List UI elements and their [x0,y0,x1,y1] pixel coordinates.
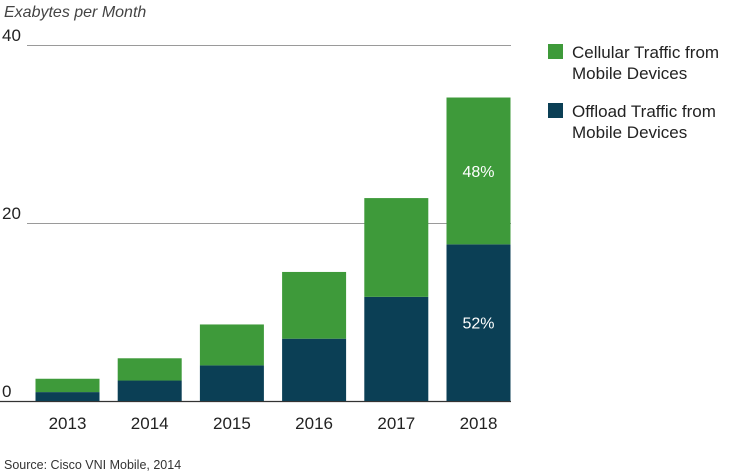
legend-swatch-offload-traffic-from-mobile-devices [548,103,563,118]
gridlines [0,45,511,403]
bar-2017-cellular-traffic-from-mobile-devices [364,198,429,297]
legend-label-offload-traffic-from-mobile-devices-line-1: Offload Traffic from [572,102,716,121]
bar-2015-cellular-traffic-from-mobile-devices [199,324,264,366]
y-tick-40: 40 [2,26,21,45]
x-tick-2017: 2017 [377,414,415,433]
bar-2014-cellular-traffic-from-mobile-devices [117,358,182,381]
legend-label-cellular-traffic-from-mobile-devices-line-2: Mobile Devices [572,64,687,83]
x-tick-2015: 2015 [213,414,251,433]
bar-annotations: 48% 52% [462,164,494,333]
bar-2018-offload-traffic-from-mobile-devices [446,244,511,401]
bar-2016-cellular-traffic-from-mobile-devices [282,271,347,339]
bar-2013-cellular-traffic-from-mobile-devices [35,378,100,393]
bar-2014-offload-traffic-from-mobile-devices [117,380,182,401]
source-note: Source: Cisco VNI Mobile, 2014 [4,458,181,472]
x-tick-2016: 2016 [295,414,333,433]
x-tick-2014: 2014 [131,414,169,433]
legend-label-cellular-traffic-from-mobile-devices-line-1: Cellular Traffic from [572,43,719,62]
y-tick-0: 0 [2,382,11,401]
bars [35,97,511,401]
x-tick-2018: 2018 [460,414,498,433]
legend-label-offload-traffic-from-mobile-devices-line-2: Mobile Devices [572,123,687,142]
y-axis-label: Exabytes per Month [4,4,146,21]
annotation-2018-offload-traffic-from-mobile-devices: 52% [462,316,494,333]
bar-2015-offload-traffic-from-mobile-devices [199,365,264,401]
x-axis-ticks: 2013 2014 2015 2016 2017 2018 [49,414,498,433]
y-axis-ticks: 0 20 40 [2,26,21,401]
legend-swatch-cellular-traffic-from-mobile-devices [548,44,563,59]
bar-2016-offload-traffic-from-mobile-devices [282,338,347,401]
bar-2018-cellular-traffic-from-mobile-devices [446,97,511,245]
bar-2017-offload-traffic-from-mobile-devices [364,296,429,401]
annotation-2018-cellular-traffic-from-mobile-devices: 48% [462,164,494,181]
x-tick-2013: 2013 [49,414,87,433]
legend: Cellular Traffic from Mobile Devices Offlo… [548,43,719,142]
bar-2013-offload-traffic-from-mobile-devices [35,392,100,401]
y-tick-20: 20 [2,204,21,223]
